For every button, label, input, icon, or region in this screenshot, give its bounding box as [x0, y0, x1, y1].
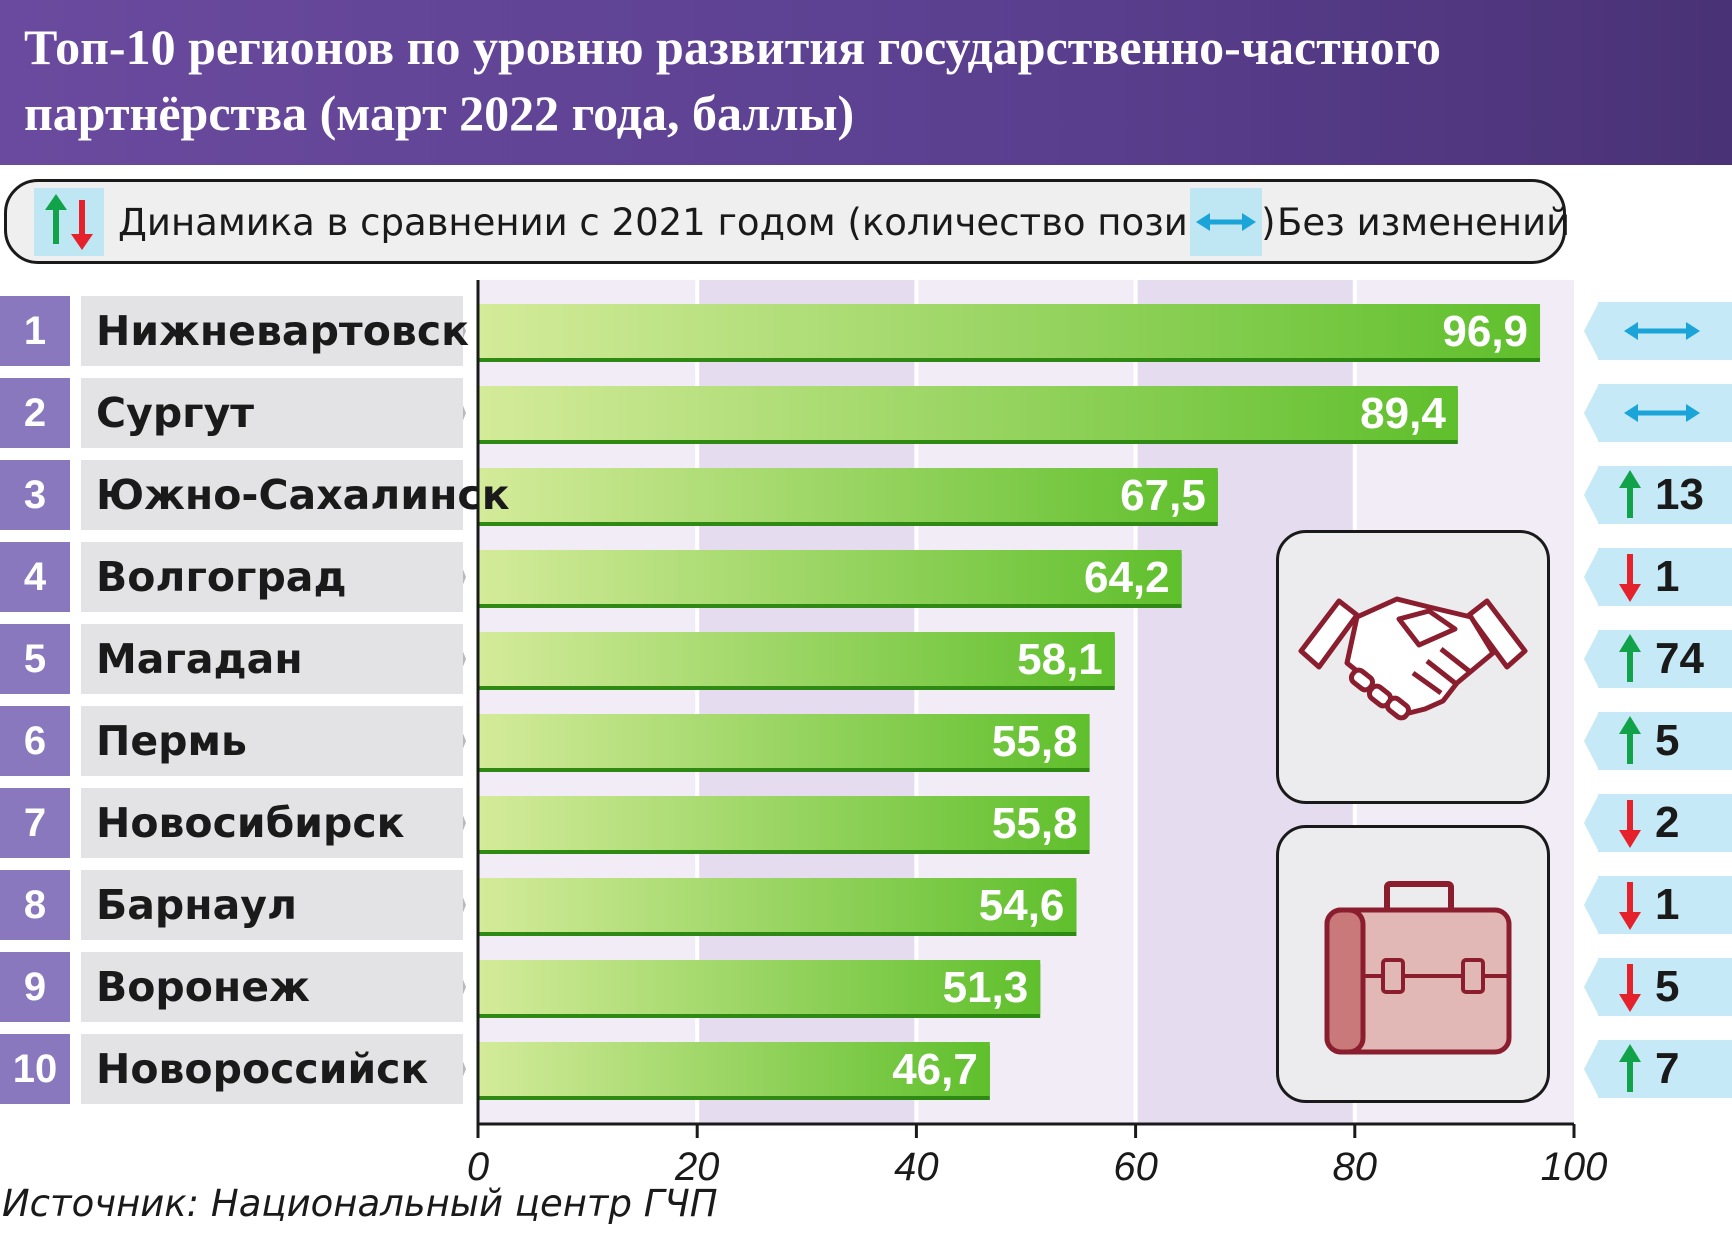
- bar: [478, 1042, 990, 1096]
- change-value: 2: [1655, 798, 1680, 847]
- x-tick-label: 80: [1333, 1145, 1378, 1189]
- rank-number: 10: [0, 1034, 70, 1104]
- bar: [478, 386, 1458, 440]
- change-indicator: [1598, 1040, 1732, 1098]
- change-value: 1: [1655, 552, 1680, 601]
- bar: [478, 878, 1077, 932]
- bar: [478, 632, 1115, 686]
- header-banner: Топ-10 регионов по уровню развития госуд…: [0, 0, 1732, 165]
- bar-value-label: 55,8: [992, 717, 1078, 766]
- bar-value-label: 46,7: [892, 1045, 978, 1094]
- x-tick-label: 40: [894, 1145, 939, 1189]
- handshake-icon: [1298, 596, 1528, 721]
- change-value: 7: [1655, 1044, 1680, 1093]
- region-name: Новороссийск: [81, 1034, 463, 1104]
- change-indicator: [1598, 630, 1732, 688]
- rank-number: 3: [0, 460, 70, 530]
- change-indicator: [1598, 794, 1732, 852]
- rank-number: 5: [0, 624, 70, 694]
- rank-number: 1: [0, 296, 70, 366]
- region-name: Южно-Сахалинск: [81, 460, 510, 530]
- change-pointer: [1584, 794, 1599, 852]
- bar: [478, 468, 1218, 522]
- rank-number: 4: [0, 542, 70, 612]
- arrow-up-icon: [1619, 634, 1641, 682]
- region-name: Магадан: [81, 624, 463, 694]
- rank-number: 8: [0, 870, 70, 940]
- chart-title: Топ-10 регионов по уровню развития госуд…: [24, 19, 1442, 141]
- x-tick-label: 60: [1113, 1145, 1158, 1189]
- bar-value-label: 89,4: [1360, 389, 1446, 438]
- bar-value-label: 54,6: [979, 881, 1065, 930]
- source-note: Источник: Национальный центр ГЧП: [2, 1182, 718, 1225]
- arrow-up-icon: [1619, 716, 1641, 764]
- x-tick-label: 100: [1541, 1145, 1608, 1189]
- rank-number: 2: [0, 378, 70, 448]
- bar-value-label: 58,1: [1017, 635, 1103, 684]
- change-pointer: [1584, 712, 1599, 770]
- bar: [478, 796, 1090, 850]
- change-indicator: [1598, 466, 1732, 524]
- legend-dynamics-label: Динамика в сравнении с 2021 годом (колич…: [118, 201, 1276, 244]
- rank-number: 6: [0, 706, 70, 776]
- change-indicator: [1598, 876, 1732, 934]
- change-pointer: [1584, 876, 1599, 934]
- bar-value-label: 55,8: [992, 799, 1078, 848]
- legend: [4, 179, 1566, 264]
- up-down-arrows-icon: [34, 188, 104, 256]
- arrow-up-icon: [1619, 470, 1641, 518]
- region-name: Сургут: [81, 378, 463, 448]
- change-pointer: [1584, 630, 1599, 688]
- region-name: Пермь: [81, 706, 463, 776]
- arrow-up-icon: [1619, 1044, 1641, 1092]
- change-indicator: [1598, 712, 1732, 770]
- change-value: 1: [1655, 880, 1680, 929]
- arrow-down-icon: [1619, 554, 1641, 602]
- rank-number: 7: [0, 788, 70, 858]
- bar-value-label: 64,2: [1084, 553, 1170, 602]
- briefcase-card: [1276, 825, 1550, 1103]
- change-pointer: [1584, 548, 1599, 606]
- change-pointer: [1584, 302, 1599, 360]
- bar-value-label: 96,9: [1442, 307, 1528, 356]
- handshake-card: [1276, 530, 1550, 804]
- arrow-down-icon: [1619, 964, 1641, 1012]
- bar: [478, 960, 1041, 1014]
- arrow-down-icon: [1619, 800, 1641, 848]
- change-indicator: [1598, 958, 1732, 1016]
- region-name: Воронеж: [81, 952, 463, 1022]
- bar-value-label: 51,3: [943, 963, 1029, 1012]
- change-value: 13: [1655, 470, 1704, 519]
- change-value: 5: [1655, 962, 1680, 1011]
- change-pointer: [1584, 958, 1599, 1016]
- change-indicator: [1598, 548, 1732, 606]
- change-value: 5: [1655, 716, 1680, 765]
- x-tick-label: 20: [674, 1145, 720, 1189]
- change-pointer: [1584, 1040, 1599, 1098]
- change-pointer: [1584, 466, 1599, 524]
- arrow-down-icon: [1619, 882, 1641, 930]
- region-name: Нижневартовск: [81, 296, 469, 366]
- rank-number: 9: [0, 952, 70, 1022]
- bar: [478, 550, 1182, 604]
- legend-no-change-label: Без изменений: [1277, 201, 1571, 244]
- bar: [478, 714, 1090, 768]
- change-value: 74: [1655, 634, 1704, 683]
- change-pointer: [1584, 384, 1599, 442]
- no-change-arrow-icon: [1624, 404, 1700, 422]
- region-name: Волгоград: [81, 542, 463, 612]
- no-change-arrow-icon: [1190, 188, 1262, 256]
- x-tick-label: 0: [467, 1145, 489, 1189]
- briefcase-icon: [1324, 881, 1512, 1055]
- region-name: Барнаул: [81, 870, 463, 940]
- bar-value-label: 67,5: [1120, 471, 1206, 520]
- region-name: Новосибирск: [81, 788, 463, 858]
- bar: [478, 304, 1541, 358]
- no-change-arrow-icon: [1624, 322, 1700, 340]
